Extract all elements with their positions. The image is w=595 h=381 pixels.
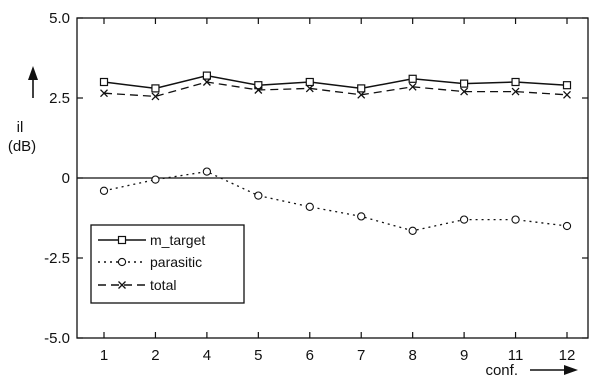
legend: m_target parasitic total xyxy=(90,224,245,304)
data-point xyxy=(99,77,109,87)
legend-marker xyxy=(117,235,127,245)
legend-entry: m_target xyxy=(98,232,205,248)
y-axis-arrow-icon xyxy=(28,66,38,98)
data-point xyxy=(511,77,520,87)
y-tick-label: 0 xyxy=(62,170,70,187)
data-point xyxy=(459,215,469,224)
series-parasitic xyxy=(99,167,572,235)
data-point xyxy=(562,81,572,90)
legend-marker xyxy=(117,257,127,267)
legend-label: parasitic xyxy=(150,254,202,270)
x-tick-label: 7 xyxy=(357,347,365,364)
data-point xyxy=(357,84,366,93)
legend-box xyxy=(90,224,245,304)
x-axis-ticks: 1 2 4 5 6 7 8 9 11 12 xyxy=(100,18,576,364)
data-point xyxy=(563,90,571,99)
data-point xyxy=(408,82,417,91)
data-point xyxy=(202,71,211,80)
x-axis-arrow-icon xyxy=(530,365,578,375)
y-tick-label: -2.5 xyxy=(44,250,70,267)
data-point xyxy=(305,77,314,87)
data-point xyxy=(460,87,469,96)
y-axis-ticks: -5.0 -2.5 0 2.5 5.0 xyxy=(44,10,588,347)
x-axis-label: conf. xyxy=(485,362,518,379)
data-point xyxy=(511,87,520,96)
data-point xyxy=(357,90,366,99)
y-tick-label: 2.5 xyxy=(49,90,70,107)
data-point xyxy=(305,202,314,211)
x-tick-label: 8 xyxy=(408,347,416,364)
data-point xyxy=(562,221,572,231)
series-line xyxy=(103,81,568,98)
series-m-target xyxy=(99,71,572,93)
series-lines xyxy=(99,71,572,235)
data-point xyxy=(202,167,212,176)
x-tick-label: 2 xyxy=(151,347,159,364)
y-tick-label: -5.0 xyxy=(44,330,70,347)
series-total xyxy=(100,78,571,101)
data-point xyxy=(151,175,160,184)
y-tick-label: 5.0 xyxy=(49,10,70,27)
data-point xyxy=(202,78,211,86)
data-point xyxy=(408,226,417,235)
data-point xyxy=(357,212,366,221)
data-point xyxy=(151,92,160,101)
x-tick-label: 9 xyxy=(460,347,468,364)
data-point xyxy=(254,191,263,200)
data-point xyxy=(254,81,263,90)
data-point xyxy=(511,215,520,224)
x-tick-label: 1 xyxy=(100,347,108,364)
data-point xyxy=(305,84,314,93)
legend-entry: parasitic xyxy=(98,254,202,270)
data-point xyxy=(100,89,108,98)
data-point xyxy=(254,86,263,94)
x-tick-label: 5 xyxy=(254,347,262,364)
legend-marker xyxy=(118,281,126,289)
y-axis-label-line1: il xyxy=(17,119,24,136)
legend-label: m_target xyxy=(150,232,205,248)
x-tick-label: 4 xyxy=(203,347,211,364)
x-tick-label: 6 xyxy=(306,347,314,364)
data-point xyxy=(151,84,160,93)
legend-entry: total xyxy=(98,277,176,293)
y-axis-label-line2: (dB) xyxy=(8,138,36,155)
series-line xyxy=(103,74,568,90)
series-line xyxy=(103,170,568,232)
x-tick-label: 11 xyxy=(508,347,524,364)
data-point xyxy=(408,74,417,83)
data-point xyxy=(99,186,109,195)
data-point xyxy=(460,79,469,88)
x-tick-label: 12 xyxy=(559,347,576,364)
legend-label: total xyxy=(150,277,176,293)
